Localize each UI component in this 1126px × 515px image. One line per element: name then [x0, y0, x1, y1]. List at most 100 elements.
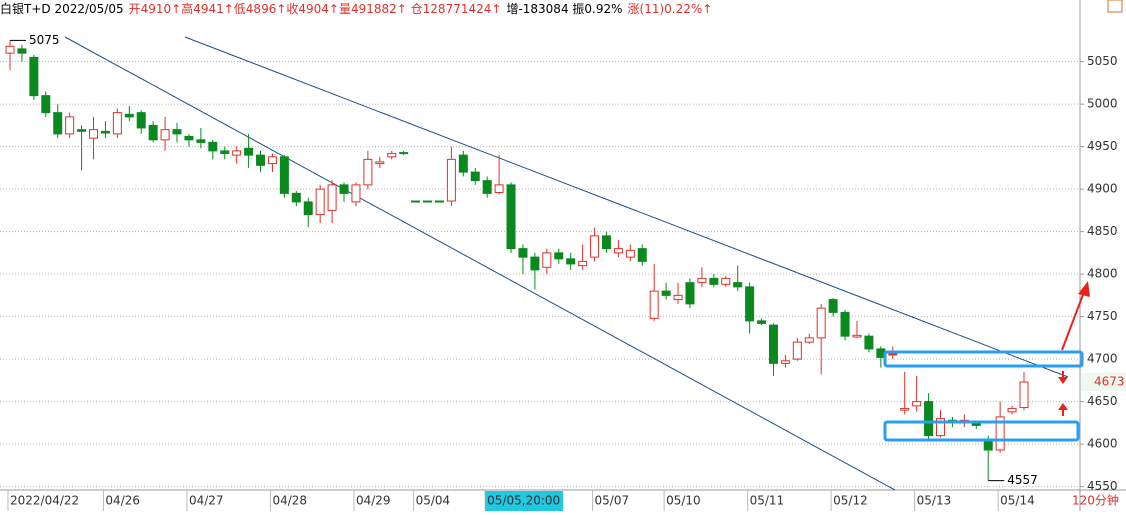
candle-body: [637, 248, 647, 262]
header-item: 白银T+D 2022/05/05: [0, 1, 124, 16]
candle-body: [816, 307, 826, 339]
candle-body: [375, 161, 385, 165]
candle-body: [613, 248, 623, 254]
candle-body: [768, 324, 778, 364]
candle-body: [112, 112, 122, 135]
candle-body: [434, 200, 444, 203]
candle-body: [387, 152, 397, 158]
candle-body: [470, 171, 480, 182]
candle-body: [1019, 381, 1029, 409]
header-text: 白银T+D 2022/05/05 开4910↑高4941↑低4896↑收4904↑…: [0, 1, 712, 16]
candle-body: [208, 141, 218, 152]
candle-body: [363, 158, 373, 186]
candle-body: [5, 45, 15, 54]
candle-body: [184, 135, 194, 141]
candle-body: [721, 277, 731, 285]
candle-body: [542, 252, 552, 268]
candle-body: [303, 201, 313, 216]
candle-body: [124, 113, 134, 118]
candle-body: [625, 249, 635, 258]
candle-body: [697, 277, 707, 284]
arrow-head: [1078, 281, 1090, 297]
candle-body: [995, 416, 1005, 451]
x-tick-label: 2022/04/22: [10, 494, 79, 508]
candle-body: [685, 282, 695, 305]
candle-body: [423, 200, 433, 203]
candle-body: [601, 235, 611, 250]
candle-body: [17, 48, 27, 54]
candle-body: [554, 252, 564, 260]
candle-body: [745, 286, 755, 322]
candle-body: [220, 150, 230, 154]
candle-body: [29, 56, 39, 97]
y-tick-label: 4850: [1087, 224, 1118, 238]
last-price-bg: [1081, 373, 1126, 392]
x-tick-label: 04/28: [272, 494, 307, 508]
candle-body: [65, 116, 75, 135]
candle-body: [458, 154, 468, 173]
candle-body: [709, 277, 719, 285]
candle-body: [971, 423, 981, 426]
y-tick-label: 5050: [1087, 54, 1118, 68]
candle-body: [864, 335, 874, 350]
candle-body: [100, 130, 110, 134]
candle-body: [494, 184, 504, 194]
header: 白银T+D 2022/05/05 开4910↑高4941↑低4896↑收4904↑…: [0, 1, 712, 16]
y-tick-label: 4550: [1087, 479, 1118, 493]
last-price-label: 4673: [1094, 375, 1125, 389]
header-item: 增-183084 振0.92%: [506, 2, 622, 16]
corner-icon: [1107, 0, 1123, 13]
low-label: 4557: [1007, 473, 1038, 487]
candle-body: [279, 156, 289, 194]
x-tick-label: 05/04: [416, 494, 451, 508]
candle-body: [828, 299, 838, 313]
y-tick-label: 4900: [1087, 182, 1118, 196]
candle-body: [339, 184, 349, 194]
candle-body: [232, 150, 242, 156]
candle-body: [888, 353, 898, 356]
y-tick-label: 4800: [1087, 267, 1118, 281]
header-item: 开4910↑高4941↑低4896↑收4904↑量491882↑ 仓128771…: [129, 1, 502, 16]
candle-body: [530, 256, 540, 271]
arrow-head: [1058, 377, 1068, 384]
candle-body: [327, 184, 337, 211]
candle-body: [578, 260, 588, 267]
candle-body: [912, 401, 922, 407]
candle-body: [900, 407, 910, 411]
x-tick-label: 04/27: [189, 494, 224, 508]
high-label: 5075: [29, 33, 60, 47]
x-tick-label: 05/14: [1000, 494, 1035, 508]
x-tick-label: 05/10: [666, 494, 701, 508]
y-tick-label: 4950: [1087, 139, 1118, 153]
candle-body: [804, 337, 814, 343]
candle-body: [840, 311, 850, 337]
candle-body: [291, 192, 301, 203]
grid: [0, 61, 1080, 488]
period-label: 120分钟: [1072, 493, 1119, 508]
candle-body: [673, 294, 683, 301]
x-tick-label: 05/05,20:00: [487, 494, 560, 508]
candle-body: [924, 401, 934, 437]
x-tick-label: 05/13: [917, 494, 952, 508]
axes: 4550 4600 4650 4700 4750 4800 4850 4900 4950 5000…: [7, 54, 1126, 511]
x-tick-label: 05/07: [595, 494, 630, 508]
cursor-label-bg: [485, 491, 564, 511]
arrow-head: [1058, 403, 1068, 410]
candle-body: [649, 290, 659, 319]
x-tick-label: 05/11: [750, 494, 785, 508]
candle-body: [256, 154, 266, 166]
candle-body: [792, 341, 802, 360]
candle-body: [172, 129, 182, 135]
candle-body: [89, 129, 99, 139]
candle-body: [935, 418, 945, 437]
candle-body: [53, 112, 63, 135]
candle-body: [566, 258, 576, 265]
trend-line: [184, 36, 1069, 378]
candle-body: [267, 156, 277, 165]
candle-body: [315, 188, 325, 216]
candle-body: [136, 112, 146, 129]
y-tick-label: 4750: [1087, 309, 1118, 323]
trend-line: [64, 36, 896, 491]
candle-body: [482, 180, 492, 194]
